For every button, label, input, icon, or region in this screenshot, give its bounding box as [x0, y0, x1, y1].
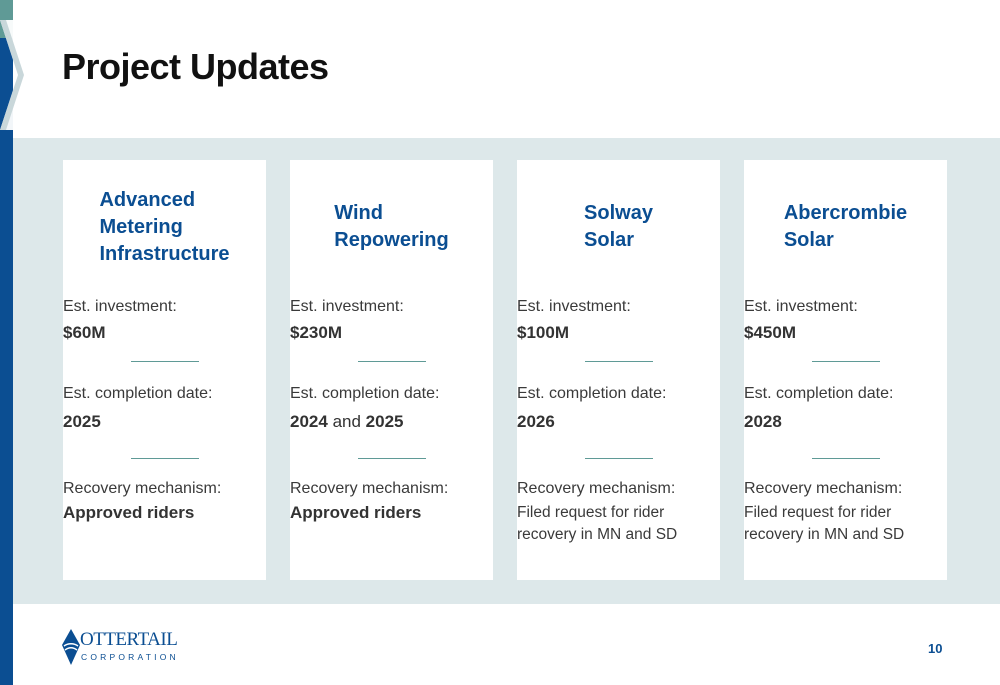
completion-year-a: 2024	[290, 412, 328, 431]
project-title: Advanced Metering Infrastructure	[99, 188, 230, 265]
divider	[811, 458, 880, 459]
divider	[130, 361, 199, 362]
chevron-decoration	[0, 20, 30, 130]
completion-label: Est. completion date:	[63, 385, 213, 402]
project-title: Solway Solar	[584, 202, 653, 251]
project-title: Wind Repowering	[334, 202, 449, 251]
recovery-value: Approved riders	[63, 503, 195, 522]
completion-value: 2026	[517, 412, 555, 431]
divider	[584, 361, 653, 362]
page-number: 10	[928, 641, 943, 656]
divider	[357, 458, 426, 459]
completion-value: 2024 and 2025	[290, 412, 493, 432]
project-card-abercrombie-content: Abercrombie Solar Est. investment: $450M…	[744, 0, 947, 685]
completion-value: 2025	[63, 412, 101, 431]
otter-tail-logo: OTTERTAIL CORPORATION	[62, 628, 182, 668]
left-accent-bar-blue	[0, 38, 13, 685]
project-card-abercrombie	[744, 160, 947, 580]
investment-label: Est. investment:	[744, 298, 858, 315]
investment-label: Est. investment:	[517, 298, 631, 315]
investment-value: $230M	[290, 323, 342, 342]
recovery-value: Filed request for rider recovery in MN a…	[744, 504, 905, 543]
otter-tail-diamond-logo-icon	[62, 629, 80, 665]
completion-label: Est. completion date:	[290, 385, 440, 402]
project-card-ami	[63, 160, 266, 580]
logo-subtitle: CORPORATION	[81, 652, 179, 662]
divider	[130, 458, 199, 459]
investment-value: $450M	[744, 323, 796, 342]
recovery-label: Recovery mechanism:	[290, 480, 449, 497]
investment-value: $60M	[63, 323, 106, 342]
recovery-value: Filed request for rider recovery in MN a…	[517, 504, 678, 543]
project-card-solway	[517, 160, 720, 580]
recovery-label: Recovery mechanism:	[517, 480, 676, 497]
recovery-label: Recovery mechanism:	[63, 480, 222, 497]
investment-label: Est. investment:	[290, 298, 404, 315]
completion-year-b: 2025	[365, 412, 404, 431]
project-title: Abercrombie Solar	[783, 202, 908, 251]
project-card-wind-content: Wind Repowering Est. investment: $230M E…	[290, 0, 493, 685]
divider	[811, 361, 880, 362]
project-card-ami-content: Advanced Metering Infrastructure Est. in…	[63, 0, 266, 685]
investment-label: Est. investment:	[63, 298, 177, 315]
completion-label: Est. completion date:	[744, 385, 894, 402]
investment-value: $100M	[517, 323, 569, 342]
divider	[584, 458, 653, 459]
page-title: Project Updates	[62, 46, 329, 87]
recovery-value: Approved riders	[290, 503, 422, 522]
recovery-label: Recovery mechanism:	[744, 480, 903, 497]
divider	[357, 361, 426, 362]
project-card-wind	[290, 160, 493, 580]
logo-name: OTTERTAIL	[80, 629, 178, 650]
project-card-solway-content: Solway Solar Est. investment: $100M Est.…	[517, 0, 720, 685]
completion-joiner: and	[332, 412, 361, 431]
completion-label: Est. completion date:	[517, 385, 667, 402]
completion-value: 2028	[744, 412, 782, 431]
